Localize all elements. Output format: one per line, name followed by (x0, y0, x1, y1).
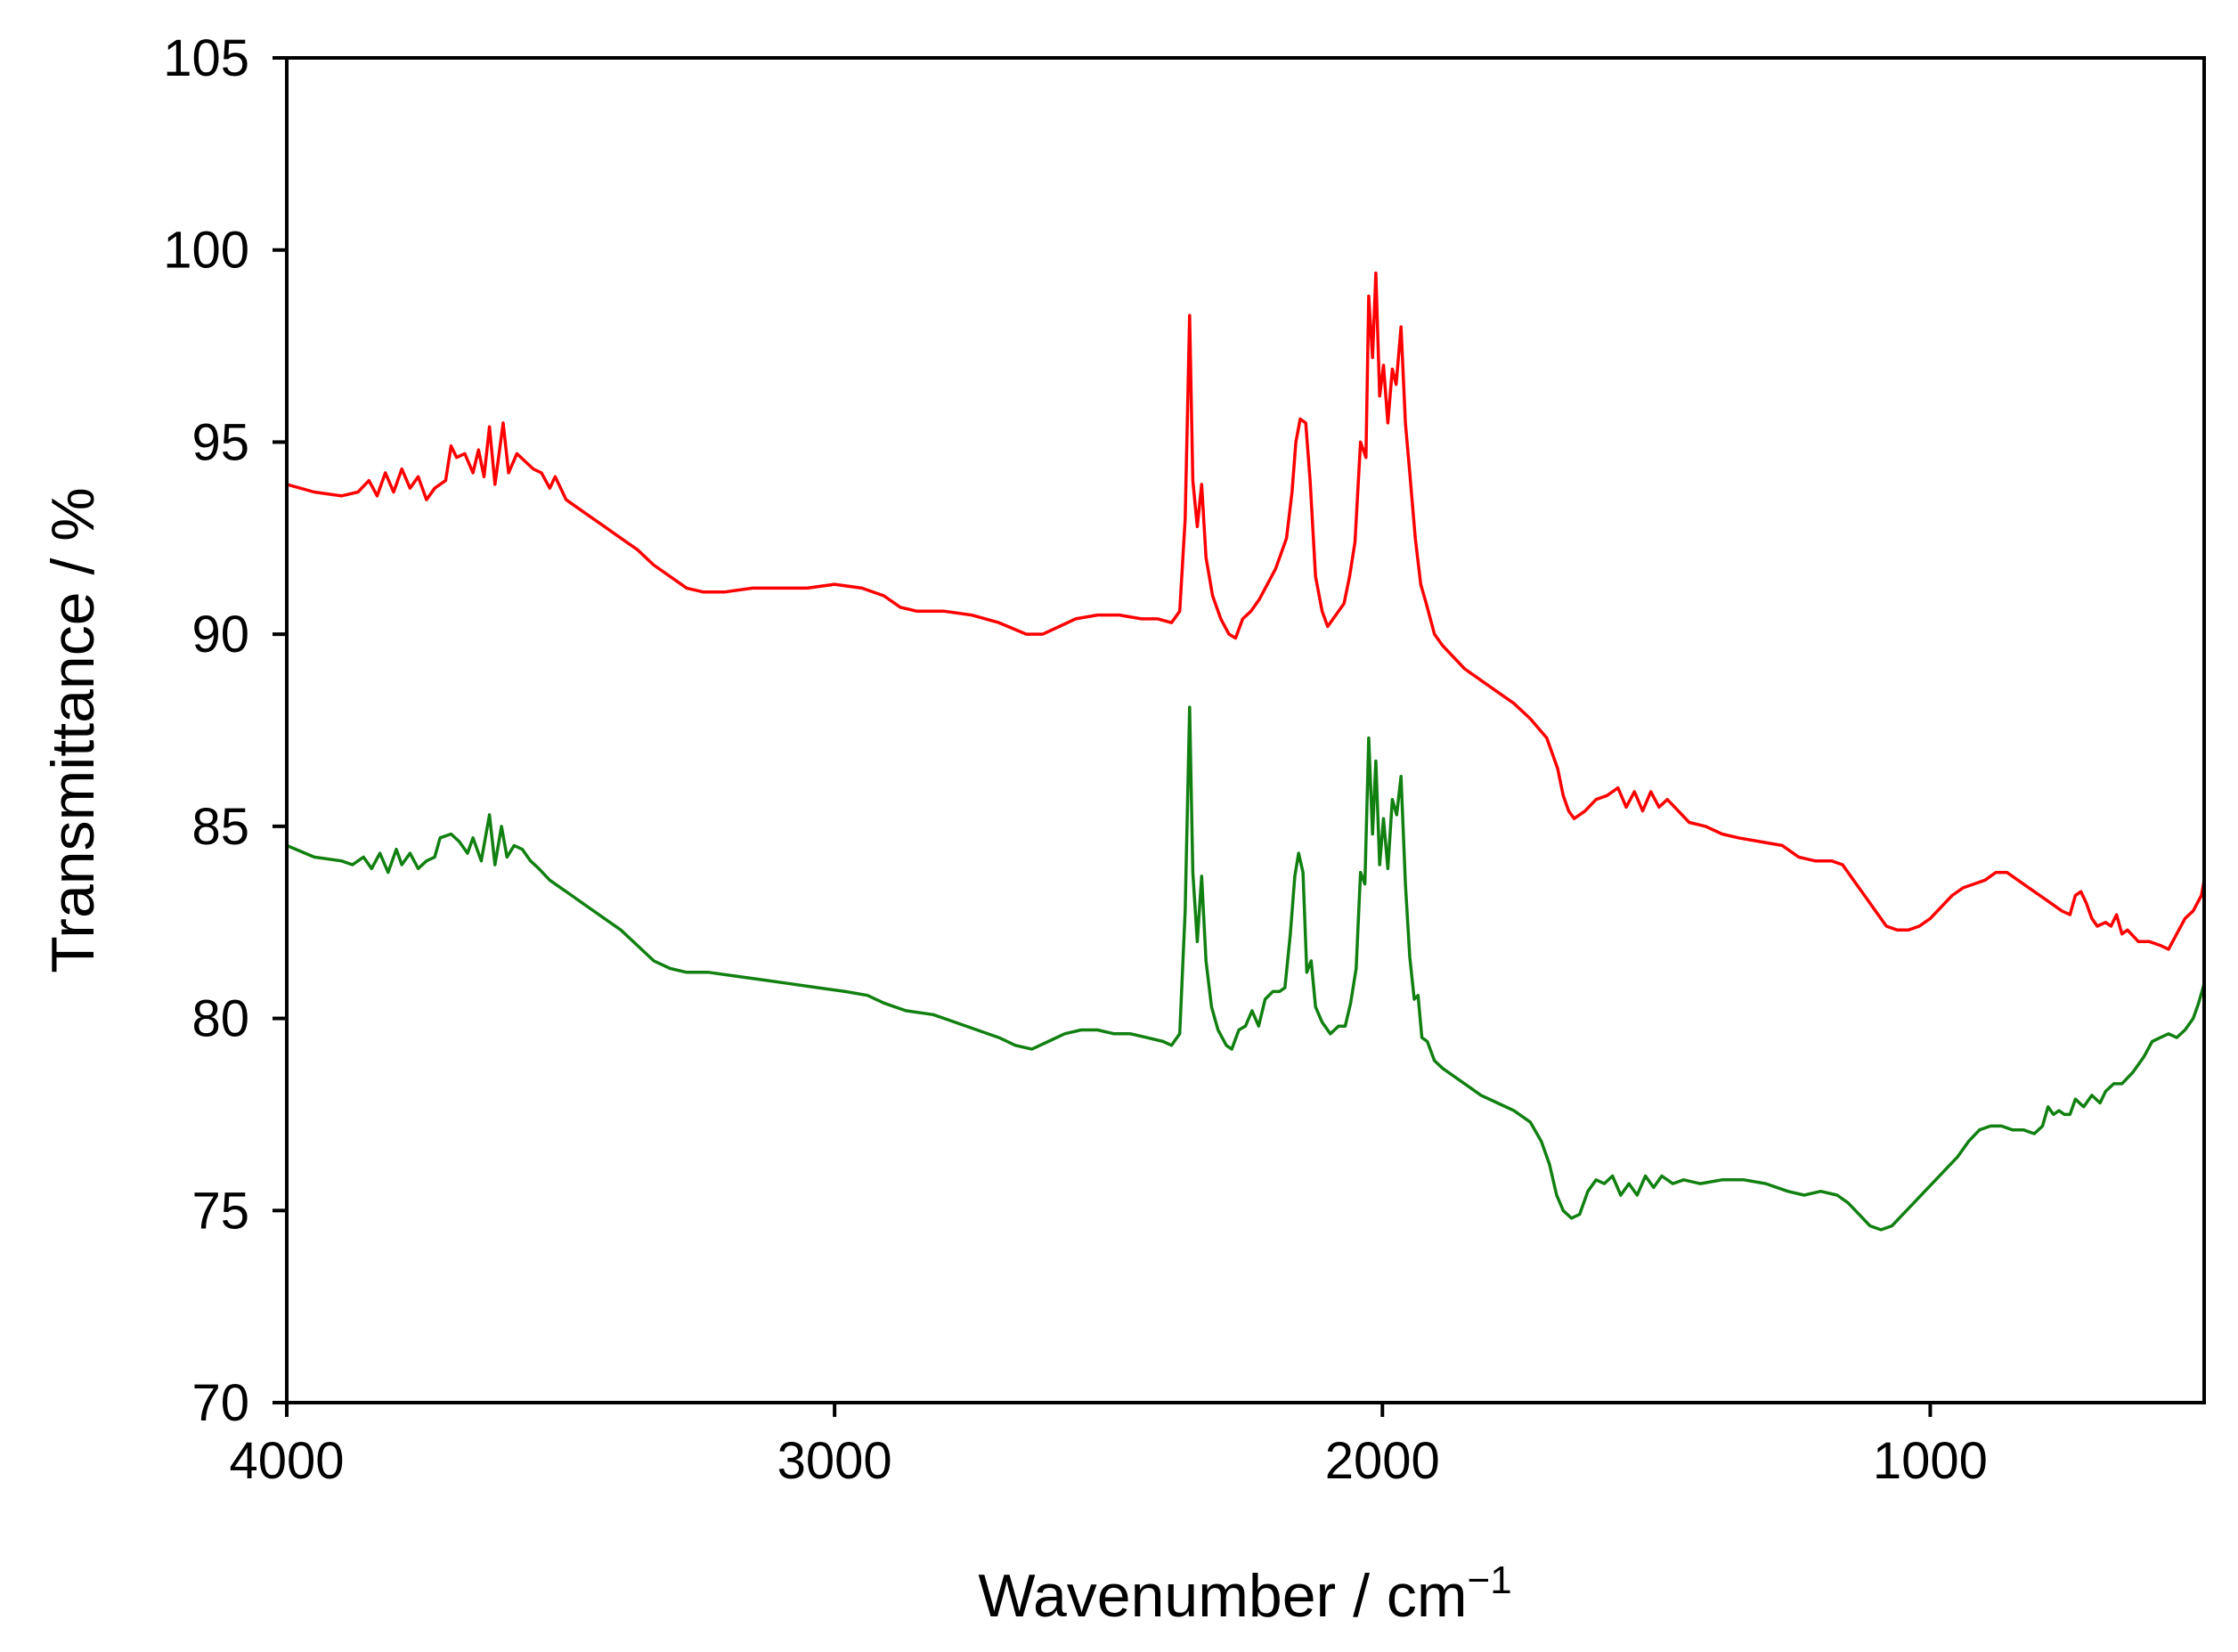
series-line-1 (286, 271, 2206, 951)
y-tick-label: 95 (191, 413, 249, 471)
y-axis-title: Transmittance / % (39, 487, 107, 972)
y-tick-label: 80 (191, 990, 249, 1048)
x-tick-label: 4000 (229, 1432, 344, 1490)
x-axis-title-superscript: −1 (1468, 1558, 1512, 1602)
x-axis-ticks: 4000 3000 2000 1000 (229, 1403, 1988, 1490)
x-tick-label: 1000 (1873, 1432, 1988, 1490)
y-tick-label: 105 (163, 29, 249, 87)
plot-frame (285, 56, 2206, 1404)
x-axis-title: Wavenumber / cm−1 (978, 1558, 1511, 1630)
y-axis-ticks: 70 75 80 85 90 95 100 105 (163, 29, 287, 1432)
y-tick-label: 85 (191, 798, 249, 856)
series-layer (286, 271, 2206, 1232)
x-tick-label: 2000 (1325, 1432, 1440, 1490)
y-tick-label: 100 (163, 222, 249, 280)
x-tick-label: 3000 (777, 1432, 892, 1490)
y-tick-label: 90 (191, 606, 249, 663)
series-line-2 (286, 705, 2206, 1232)
y-tick-label: 75 (191, 1182, 249, 1240)
x-axis-title-text: Wavenumber / cm (978, 1562, 1467, 1630)
y-tick-label: 70 (191, 1374, 249, 1432)
